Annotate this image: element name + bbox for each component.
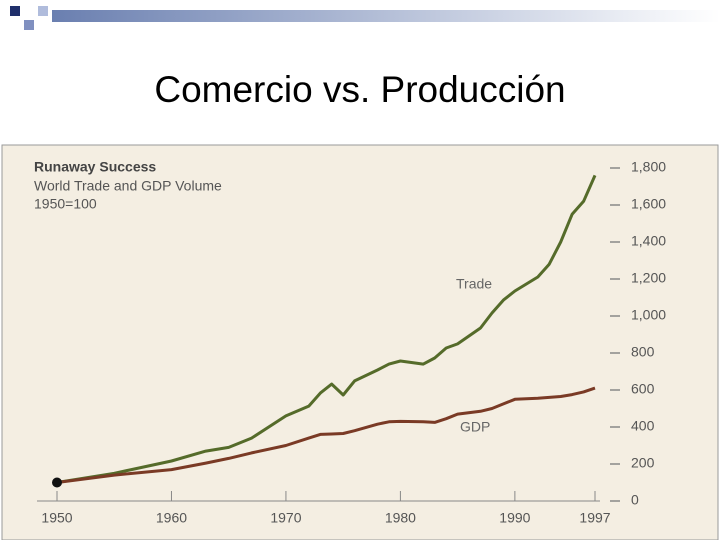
- series-label: Trade: [456, 276, 492, 292]
- decor-square: [10, 6, 20, 16]
- x-tick-label: 1960: [156, 510, 187, 526]
- x-tick-label: 1980: [385, 510, 416, 526]
- chart-title: Runaway Success: [34, 159, 156, 175]
- y-tick-label: 1,800: [631, 159, 666, 175]
- y-tick-label: 1,600: [631, 196, 666, 212]
- series-line: [56, 386, 596, 484]
- series-label: GDP: [460, 419, 490, 435]
- y-tick-label: 200: [631, 455, 655, 471]
- decor-bar: [52, 10, 720, 22]
- chart-subtitle: World Trade and GDP Volume: [34, 178, 222, 194]
- y-tick-label: 400: [631, 418, 655, 434]
- start-dot: [52, 477, 62, 488]
- x-tick-label: 1990: [499, 510, 530, 526]
- y-tick-label: 1,200: [631, 270, 666, 286]
- x-tick-label: 1950: [41, 510, 72, 526]
- y-tick-label: 800: [631, 344, 655, 360]
- y-tick-label: 0: [631, 492, 639, 508]
- y-tick-label: 1,000: [631, 307, 666, 323]
- y-tick-label: 600: [631, 381, 655, 397]
- x-tick-label: 1970: [270, 510, 301, 526]
- series-line: [56, 174, 597, 484]
- chart-note: 1950=100: [34, 196, 97, 212]
- slide-title: Comercio vs. Producción: [154, 69, 565, 110]
- decor-square: [38, 6, 48, 16]
- x-tick-label: 1997: [579, 510, 610, 526]
- y-tick-label: 1,400: [631, 233, 666, 249]
- decor-square: [24, 20, 34, 30]
